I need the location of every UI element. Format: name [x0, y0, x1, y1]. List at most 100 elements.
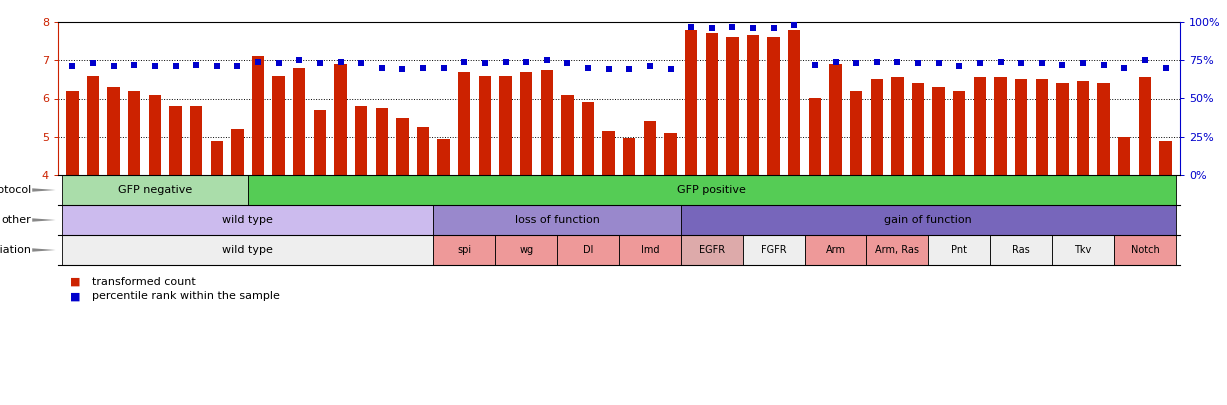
- Bar: [148, 95, 161, 175]
- Point: [990, 59, 1010, 65]
- Point: [248, 59, 267, 65]
- Bar: [335, 64, 347, 175]
- Point: [310, 60, 330, 66]
- Point: [1094, 62, 1114, 68]
- Bar: [664, 133, 677, 175]
- Point: [1156, 65, 1175, 71]
- Text: GFP negative: GFP negative: [118, 185, 193, 195]
- Bar: [602, 131, 615, 175]
- Point: [1114, 65, 1134, 71]
- Point: [661, 66, 681, 72]
- Point: [434, 65, 454, 71]
- Text: Notch: Notch: [1130, 245, 1160, 255]
- Bar: [252, 56, 264, 175]
- Bar: [438, 139, 450, 175]
- Text: Arm: Arm: [826, 245, 845, 255]
- Bar: [644, 122, 656, 175]
- Point: [496, 59, 515, 65]
- Text: protocol: protocol: [0, 185, 31, 195]
- Point: [908, 60, 928, 66]
- Text: EGFR: EGFR: [698, 245, 725, 255]
- Bar: [685, 30, 697, 175]
- Point: [950, 63, 969, 70]
- Bar: [499, 76, 512, 175]
- Point: [331, 59, 351, 65]
- Point: [867, 59, 887, 65]
- Point: [620, 66, 639, 72]
- Bar: [272, 76, 285, 175]
- Text: spi: spi: [458, 245, 471, 255]
- Point: [124, 62, 144, 68]
- Point: [887, 59, 907, 65]
- Polygon shape: [32, 218, 55, 222]
- Bar: [726, 37, 739, 175]
- Bar: [1160, 141, 1172, 175]
- Point: [145, 63, 164, 70]
- Point: [764, 25, 784, 31]
- Point: [578, 65, 598, 71]
- Bar: [108, 87, 120, 175]
- Text: genotype/variation: genotype/variation: [0, 245, 31, 255]
- Bar: [1139, 77, 1151, 175]
- Bar: [66, 91, 79, 175]
- Point: [228, 63, 248, 70]
- Point: [557, 60, 577, 66]
- Text: wild type: wild type: [222, 245, 274, 255]
- Point: [929, 60, 948, 66]
- Bar: [891, 77, 903, 175]
- Text: transformed count: transformed count: [92, 277, 196, 287]
- Bar: [211, 141, 223, 175]
- Point: [1032, 60, 1052, 66]
- Point: [290, 57, 309, 64]
- Text: loss of function: loss of function: [514, 215, 600, 225]
- Point: [454, 59, 474, 65]
- Point: [784, 22, 804, 28]
- Point: [805, 62, 825, 68]
- Bar: [520, 72, 533, 175]
- Bar: [375, 108, 388, 175]
- Point: [83, 60, 103, 66]
- Bar: [623, 138, 636, 175]
- Point: [971, 60, 990, 66]
- Point: [207, 63, 227, 70]
- Bar: [706, 34, 718, 175]
- Point: [166, 63, 185, 70]
- Point: [723, 23, 742, 30]
- Bar: [1118, 137, 1130, 175]
- Bar: [458, 72, 470, 175]
- Text: wild type: wild type: [222, 215, 274, 225]
- Bar: [912, 83, 924, 175]
- Point: [517, 59, 536, 65]
- Text: Tkv: Tkv: [1075, 245, 1092, 255]
- Point: [1135, 57, 1155, 64]
- Point: [640, 63, 660, 70]
- Bar: [541, 70, 553, 175]
- Text: other: other: [1, 215, 31, 225]
- Text: Arm, Ras: Arm, Ras: [875, 245, 919, 255]
- Bar: [933, 87, 945, 175]
- Polygon shape: [32, 188, 55, 192]
- Bar: [788, 30, 800, 175]
- Bar: [850, 91, 863, 175]
- Bar: [293, 68, 306, 175]
- Point: [537, 57, 557, 64]
- Bar: [829, 64, 842, 175]
- Text: wg: wg: [519, 245, 534, 255]
- Point: [847, 60, 866, 66]
- Bar: [1077, 81, 1090, 175]
- Bar: [953, 91, 966, 175]
- Bar: [809, 98, 821, 175]
- Bar: [314, 110, 326, 175]
- Bar: [1015, 79, 1027, 175]
- Point: [1074, 60, 1093, 66]
- Bar: [768, 37, 780, 175]
- Text: Imd: Imd: [640, 245, 659, 255]
- Text: Pnt: Pnt: [951, 245, 967, 255]
- Point: [393, 66, 412, 72]
- Bar: [231, 129, 244, 175]
- Polygon shape: [32, 248, 55, 252]
- Text: GFP positive: GFP positive: [677, 185, 746, 195]
- Bar: [747, 35, 760, 175]
- Text: Dl: Dl: [583, 245, 593, 255]
- Text: percentile rank within the sample: percentile rank within the sample: [92, 291, 280, 301]
